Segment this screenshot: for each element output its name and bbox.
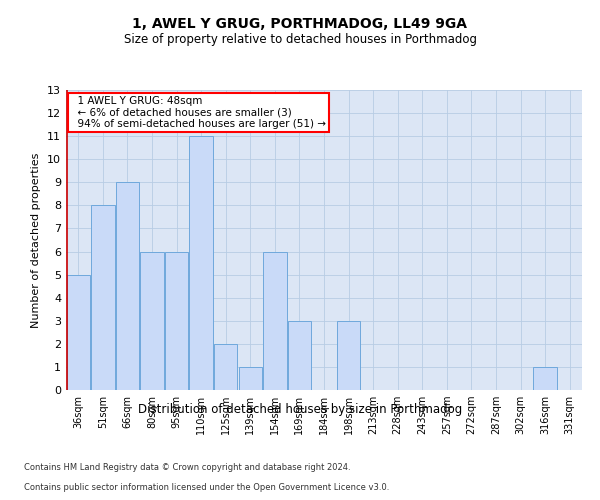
Y-axis label: Number of detached properties: Number of detached properties — [31, 152, 41, 328]
Bar — [91, 206, 115, 390]
Bar — [239, 367, 262, 390]
Bar — [190, 136, 213, 390]
Text: 1 AWEL Y GRUG: 48sqm
  ← 6% of detached houses are smaller (3)
  94% of semi-det: 1 AWEL Y GRUG: 48sqm ← 6% of detached ho… — [71, 96, 326, 129]
Text: Contains public sector information licensed under the Open Government Licence v3: Contains public sector information licen… — [24, 484, 389, 492]
Text: 1, AWEL Y GRUG, PORTHMADOG, LL49 9GA: 1, AWEL Y GRUG, PORTHMADOG, LL49 9GA — [133, 18, 467, 32]
Bar — [263, 252, 287, 390]
Bar — [533, 367, 557, 390]
Text: Size of property relative to detached houses in Porthmadog: Size of property relative to detached ho… — [124, 32, 476, 46]
Bar — [214, 344, 238, 390]
Bar — [116, 182, 139, 390]
Bar — [288, 321, 311, 390]
Bar — [165, 252, 188, 390]
Bar — [337, 321, 360, 390]
Bar — [67, 274, 90, 390]
Text: Distribution of detached houses by size in Porthmadog: Distribution of detached houses by size … — [138, 402, 462, 415]
Bar — [140, 252, 164, 390]
Text: Contains HM Land Registry data © Crown copyright and database right 2024.: Contains HM Land Registry data © Crown c… — [24, 464, 350, 472]
